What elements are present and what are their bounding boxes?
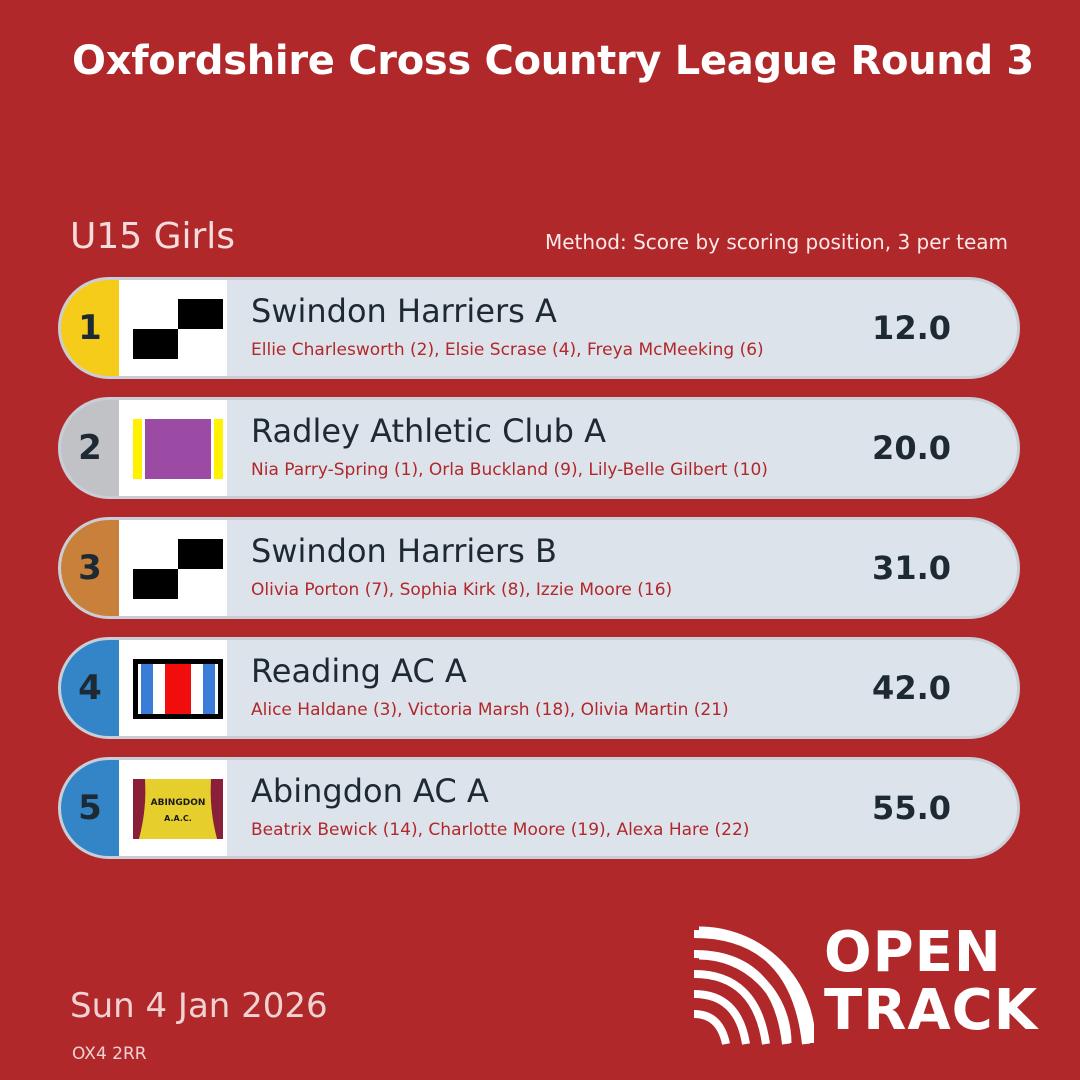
team-score: 12.0 <box>872 309 951 347</box>
event-date: Sun 4 Jan 2026 <box>70 986 328 1026</box>
club-logo-container <box>119 400 227 496</box>
event-postcode: OX4 2RR <box>72 1044 147 1064</box>
team-members: Nia Parry-Spring (1), Orla Buckland (9),… <box>251 460 768 480</box>
position-badge: 2 <box>61 400 119 496</box>
result-row: 5 ABINGDON A.A.C. Abingdon AC A Beatrix … <box>58 757 1020 859</box>
team-score: 20.0 <box>872 429 951 467</box>
team-members: Beatrix Bewick (14), Charlotte Moore (19… <box>251 820 750 840</box>
svg-text:ABINGDON: ABINGDON <box>151 798 206 808</box>
team-score: 55.0 <box>872 789 951 827</box>
purple-yellow-vest-icon <box>133 419 223 479</box>
brand-open: OPEN <box>824 920 1002 985</box>
black-white-checker-icon <box>133 539 223 599</box>
page-title: Oxfordshire Cross Country League Round 3 <box>72 38 1034 84</box>
club-logo-container: ABINGDON A.A.C. <box>119 760 227 856</box>
brand-track: TRACK <box>824 978 1039 1043</box>
club-logo-container <box>119 520 227 616</box>
category-title: U15 Girls <box>70 216 236 257</box>
team-members: Olivia Porton (7), Sophia Kirk (8), Izzi… <box>251 580 673 600</box>
team-score: 31.0 <box>872 549 951 587</box>
track-lanes-icon <box>694 926 814 1045</box>
result-row: 4 Reading AC A Alice Haldane (3), Victor… <box>58 637 1020 739</box>
result-row: 2 Radley Athletic Club A Nia Parry-Sprin… <box>58 397 1020 499</box>
scoring-method: Method: Score by scoring position, 3 per… <box>544 230 1008 254</box>
team-name: Swindon Harriers A <box>251 292 557 330</box>
svg-text:A.A.C.: A.A.C. <box>164 814 192 823</box>
black-white-checker-icon <box>133 299 223 359</box>
team-members: Alice Haldane (3), Victoria Marsh (18), … <box>251 700 729 720</box>
position-badge: 5 <box>61 760 119 856</box>
team-name: Radley Athletic Club A <box>251 412 606 450</box>
team-score: 42.0 <box>872 669 951 707</box>
position-badge: 3 <box>61 520 119 616</box>
team-name: Reading AC A <box>251 652 467 690</box>
team-name: Abingdon AC A <box>251 772 489 810</box>
result-row: 1 Swindon Harriers A Ellie Charlesworth … <box>58 277 1020 379</box>
abingdon-yellow-vest-icon: ABINGDON A.A.C. <box>133 779 223 839</box>
position-badge: 1 <box>61 280 119 376</box>
opentrack-logo: OPEN TRACK <box>694 924 1054 1054</box>
club-logo-container <box>119 640 227 736</box>
blue-white-red-stripes-icon <box>133 659 223 719</box>
club-logo-container <box>119 280 227 376</box>
team-members: Ellie Charlesworth (2), Elsie Scrase (4)… <box>251 340 764 360</box>
result-row: 3 Swindon Harriers B Olivia Porton (7), … <box>58 517 1020 619</box>
position-badge: 4 <box>61 640 119 736</box>
team-name: Swindon Harriers B <box>251 532 557 570</box>
